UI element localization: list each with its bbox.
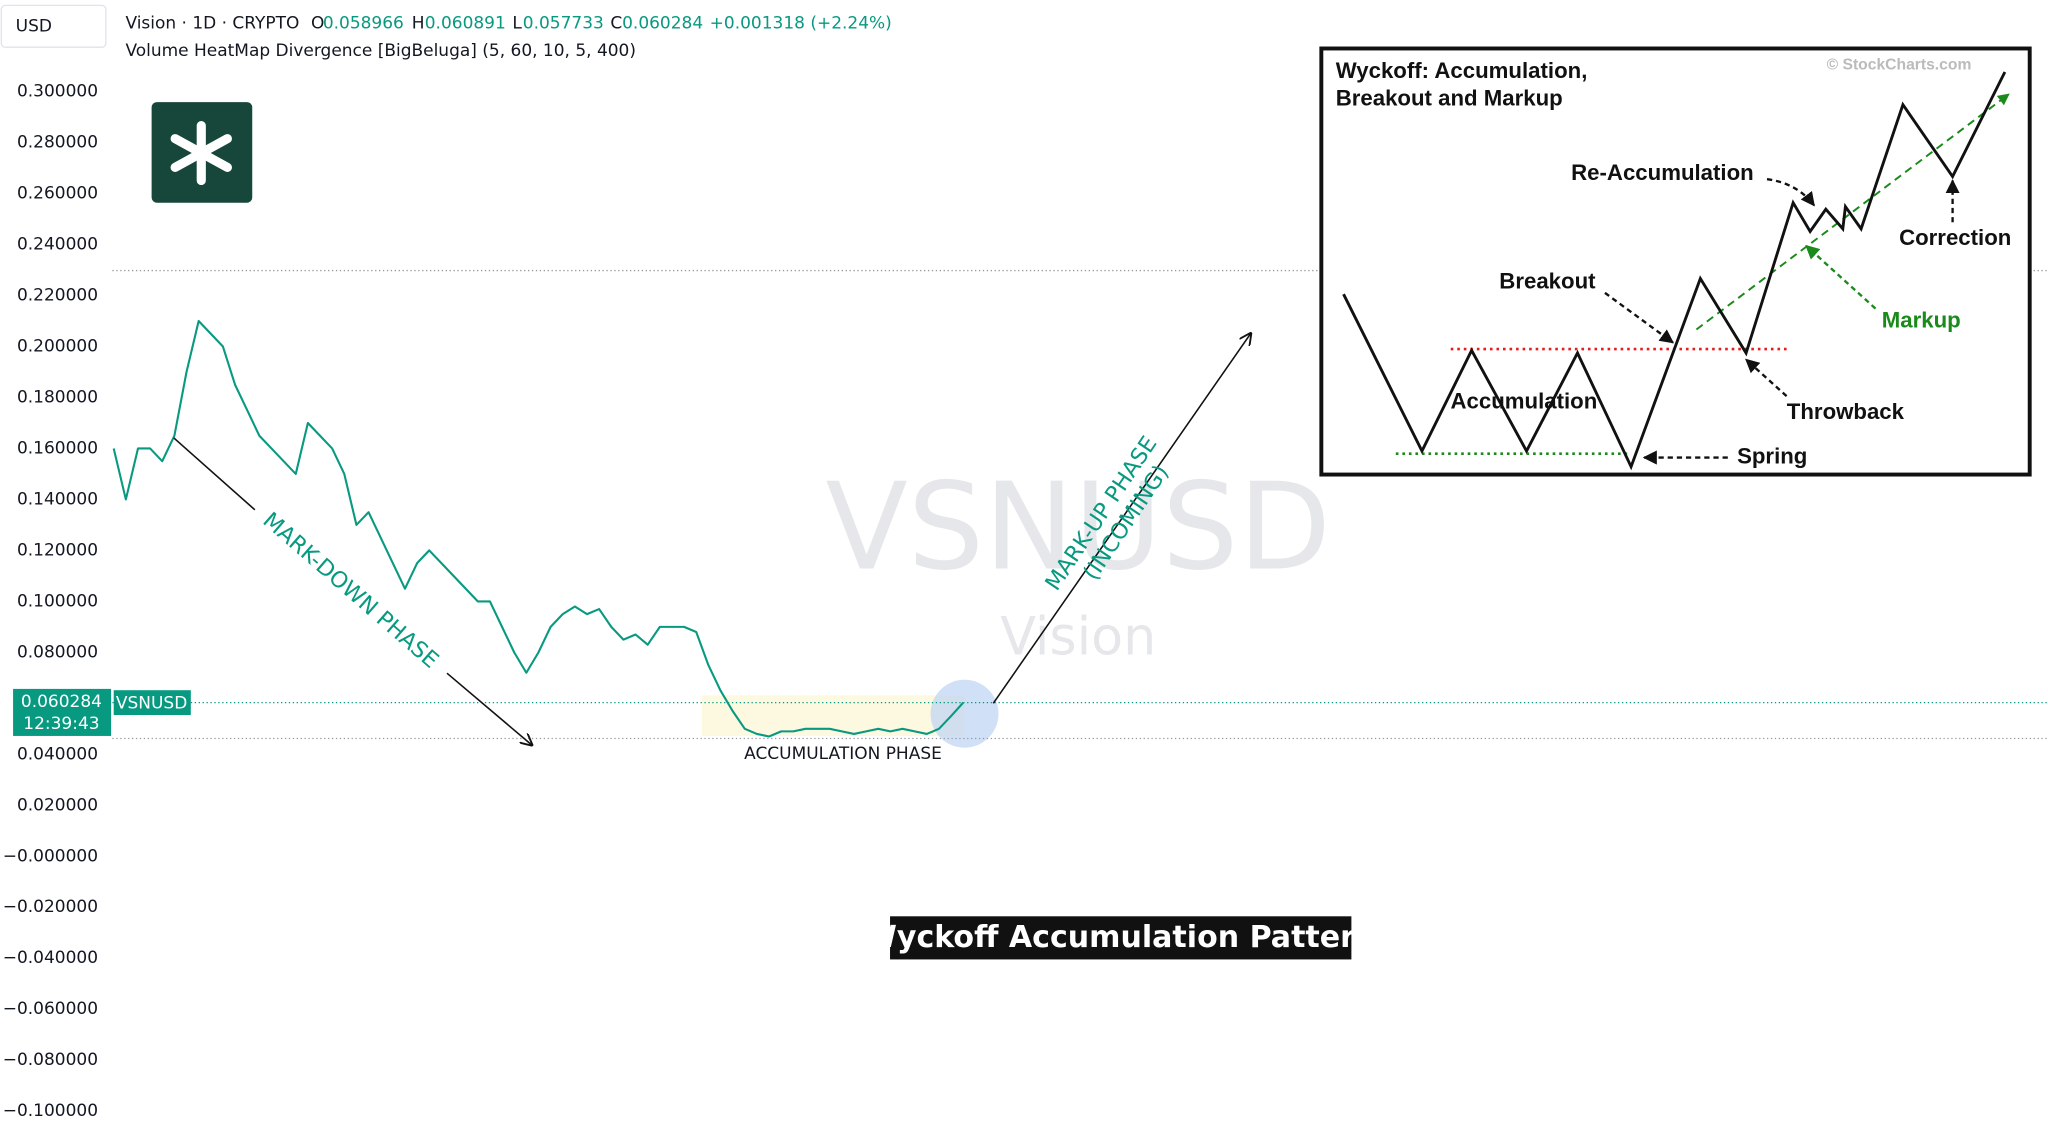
y-tick-label: 0.020000 xyxy=(17,795,98,815)
inset-label: Re-Accumulation xyxy=(1571,160,1754,185)
breakout-highlight xyxy=(930,679,999,748)
inset-label: Correction xyxy=(1899,225,2011,250)
inset-label: Breakout xyxy=(1499,268,1596,293)
change-value: +0.001318 (+2.24%) xyxy=(710,14,892,34)
close-label: C xyxy=(610,14,622,34)
countdown: 12:39:43 xyxy=(23,714,99,734)
inset-label: Spring xyxy=(1737,443,1807,468)
y-tick-label: 0.280000 xyxy=(17,133,98,153)
low-value: 0.057733 xyxy=(523,14,604,34)
watermark-sub: Vision xyxy=(1000,607,1156,668)
y-tick-label: 0.200000 xyxy=(17,337,98,357)
high-value: 0.060891 xyxy=(425,14,506,34)
currency-box[interactable] xyxy=(0,4,107,48)
y-tick-label: 0.240000 xyxy=(17,235,98,255)
y-tick-label: −0.040000 xyxy=(3,948,98,968)
watermark: VSNUSD xyxy=(826,458,1331,598)
reference-lines xyxy=(112,269,2048,740)
y-tick-label: 0.160000 xyxy=(17,438,98,458)
high-label: H xyxy=(412,14,425,34)
low-label: L xyxy=(512,14,522,34)
y-tick-label: −0.020000 xyxy=(3,897,98,917)
pattern-box xyxy=(890,916,1352,960)
close-value: 0.060284 xyxy=(622,14,703,34)
inset-title: Wyckoff: Accumulation, xyxy=(1336,58,1588,83)
inset-label: Throwback xyxy=(1787,399,1905,424)
plot xyxy=(112,319,965,738)
inset-title: Breakout and Markup xyxy=(1336,85,1563,110)
y-axis: 0.300000 0.280000 0.260000 0.240000 0.220000… xyxy=(3,82,98,1122)
markdown-label: MARK-DOWN PHASE xyxy=(258,507,444,673)
open-value: 0.058966 xyxy=(323,14,404,34)
y-tick-label: 0.260000 xyxy=(17,184,98,204)
markdown-arrow-head xyxy=(446,672,532,745)
last-price-box xyxy=(13,688,112,736)
last-price: 0.060284 xyxy=(21,692,102,712)
pattern-title: Wyckoff Accumulation Pattern xyxy=(864,920,1377,955)
y-tick-label: −0.000000 xyxy=(3,846,98,866)
symbol-tag: VSNUSD xyxy=(116,693,187,713)
y-tick-label: 0.300000 xyxy=(17,82,98,102)
inset-label: Accumulation xyxy=(1451,389,1598,414)
y-tick-label: 0.040000 xyxy=(17,744,98,764)
logo-glyph xyxy=(170,121,232,186)
currency: USD xyxy=(16,16,52,36)
y-tick-label: 0.120000 xyxy=(17,540,98,560)
symbol-box xyxy=(113,690,191,716)
y-tick-label: 0.220000 xyxy=(17,286,98,306)
y-tick-label: 0.140000 xyxy=(17,489,98,509)
wyckoff-inset: Wyckoff: Accumulation, Breakout and Mark… xyxy=(1319,46,2032,477)
accumulation-label: ACCUMULATION PHASE xyxy=(744,744,942,764)
open-label: O xyxy=(311,14,324,34)
inset-label: Markup xyxy=(1882,307,1961,332)
background-layer: VSNUSD Vision xyxy=(701,458,1331,748)
y-tick-label: −0.080000 xyxy=(3,1050,98,1070)
y-tick-label: 0.080000 xyxy=(17,642,98,662)
markup-arrow xyxy=(992,333,1250,704)
y-tick-label: 0.100000 xyxy=(17,591,98,611)
inset-credit: © StockCharts.com xyxy=(1827,57,1972,74)
y-tick-label: 0.180000 xyxy=(17,387,98,407)
markdown-arrow xyxy=(173,437,256,511)
symbol-line: Vision · 1D · CRYPTO xyxy=(125,14,299,34)
indicator: Volume HeatMap Divergence [BigBeluga] (5… xyxy=(125,41,636,61)
y-tick-label: −0.060000 xyxy=(3,999,98,1019)
y-tick-label: −0.100000 xyxy=(3,1101,98,1121)
price-line xyxy=(112,319,965,738)
